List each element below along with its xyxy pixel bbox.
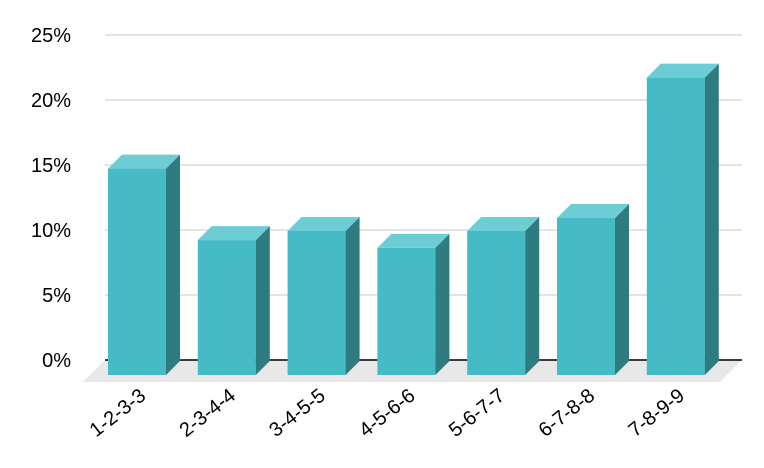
y-tick-label: 20% (31, 90, 71, 112)
bar-side-face (166, 154, 180, 375)
y-tick-label: 15% (31, 155, 71, 177)
y-tick-label: 10% (31, 220, 71, 242)
x-category-label: 5-6-7-7 (445, 385, 509, 442)
bar-side-face (704, 63, 719, 375)
x-category-label: 6-7-8-8 (535, 385, 599, 442)
bar (467, 217, 540, 375)
bars (108, 63, 719, 375)
y-tick-label: 0% (42, 350, 71, 372)
bar-top-face (557, 204, 629, 218)
bar-top-face (646, 63, 719, 78)
bar-front-face (287, 231, 346, 375)
x-category-label: 1-2-3-3 (86, 385, 150, 442)
x-axis-category-labels: 1-2-3-3 2-3-4-4 3-4-5-5 4-5-6-6 5-6-7-7 6-7-8… (86, 385, 689, 442)
bar-front-face (108, 168, 166, 375)
y-tick-label: 5% (42, 285, 71, 307)
bar-top-face (287, 217, 360, 231)
bar (287, 217, 360, 375)
bar-top-face (467, 217, 540, 231)
bar-front-face (377, 247, 436, 375)
bar-side-face (615, 204, 629, 375)
bar (108, 154, 180, 375)
bar-front-face (557, 218, 615, 375)
bar-top-face (197, 226, 270, 241)
bar (377, 233, 450, 375)
bar-side-face (255, 226, 270, 375)
bar-front-face (197, 240, 256, 375)
x-category-label: 7-8-9-9 (625, 385, 689, 442)
bar-front-face (467, 231, 526, 375)
y-tick-label: 25% (31, 25, 71, 47)
bar-front-face (646, 77, 705, 375)
bar-top-face (108, 154, 180, 169)
bar (197, 226, 270, 375)
bar-side-face (345, 217, 360, 375)
bar (557, 204, 629, 375)
bar-side-face (525, 217, 540, 375)
bar-top-face (377, 233, 450, 248)
bar (646, 63, 719, 375)
x-category-label: 2-3-4-4 (176, 385, 240, 442)
bar-side-face (435, 233, 450, 375)
x-category-label: 4-5-6-6 (355, 385, 419, 442)
y-axis-tick-labels: 0% 5% 10% 15% 20% 25% (31, 25, 71, 372)
x-category-label: 3-4-5-5 (265, 385, 329, 442)
